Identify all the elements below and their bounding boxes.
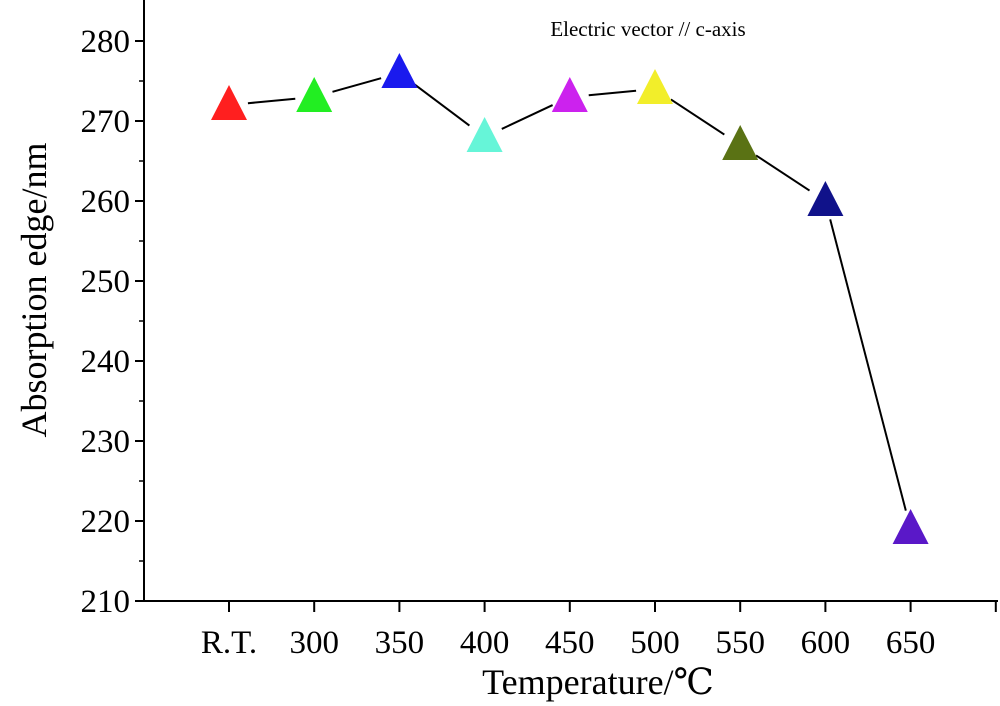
y-tick-label: 280 (81, 24, 131, 60)
data-point-marker (722, 125, 759, 160)
x-tick-label: 650 (886, 625, 936, 661)
x-tick-label: 600 (801, 625, 851, 661)
series-line-segment (501, 104, 554, 130)
data-point-marker (892, 509, 929, 544)
y-tick-label: 250 (81, 264, 131, 300)
y-tick-label: 220 (81, 504, 131, 540)
y-tick-label: 260 (81, 184, 131, 220)
x-tick-label: 450 (545, 625, 595, 661)
series-line-segment (413, 83, 471, 127)
x-tick-label: 550 (715, 625, 765, 661)
axes: 210 220 230 240 250 260 270 280 R.T. 300 350 400 450… (81, 0, 998, 661)
data-point-marker (551, 77, 588, 112)
y-tick-label: 210 (81, 584, 131, 620)
x-tick-label: 400 (460, 625, 510, 661)
y-tick-label: 230 (81, 424, 131, 460)
series-line-segment (829, 219, 907, 511)
data-point-marker (466, 117, 503, 152)
x-tick-label: 500 (630, 625, 680, 661)
data-point-marker (211, 85, 247, 120)
series-line (247, 77, 907, 511)
series-line-segment (332, 77, 382, 93)
x-axis-title: Temperature/℃ (482, 662, 714, 702)
data-point-marker (637, 69, 673, 104)
data-point-marker (807, 181, 844, 216)
data-point-marker (296, 77, 333, 112)
data-point-marker (381, 53, 418, 88)
annotation-text: Electric vector // c-axis (550, 17, 745, 41)
x-tick-label: 300 (289, 625, 339, 661)
series-line-segment (755, 154, 811, 192)
y-tick-label: 240 (81, 344, 131, 380)
series-line-segment (588, 89, 637, 97)
y-tick-label: 270 (81, 104, 131, 140)
x-tick-label: 350 (375, 625, 425, 661)
x-tick-label: R.T. (201, 625, 257, 661)
series-markers (211, 53, 929, 544)
series-line-segment (247, 97, 296, 105)
y-axis-title: Absorption edge/nm (14, 143, 54, 438)
series-line-segment (670, 98, 725, 136)
